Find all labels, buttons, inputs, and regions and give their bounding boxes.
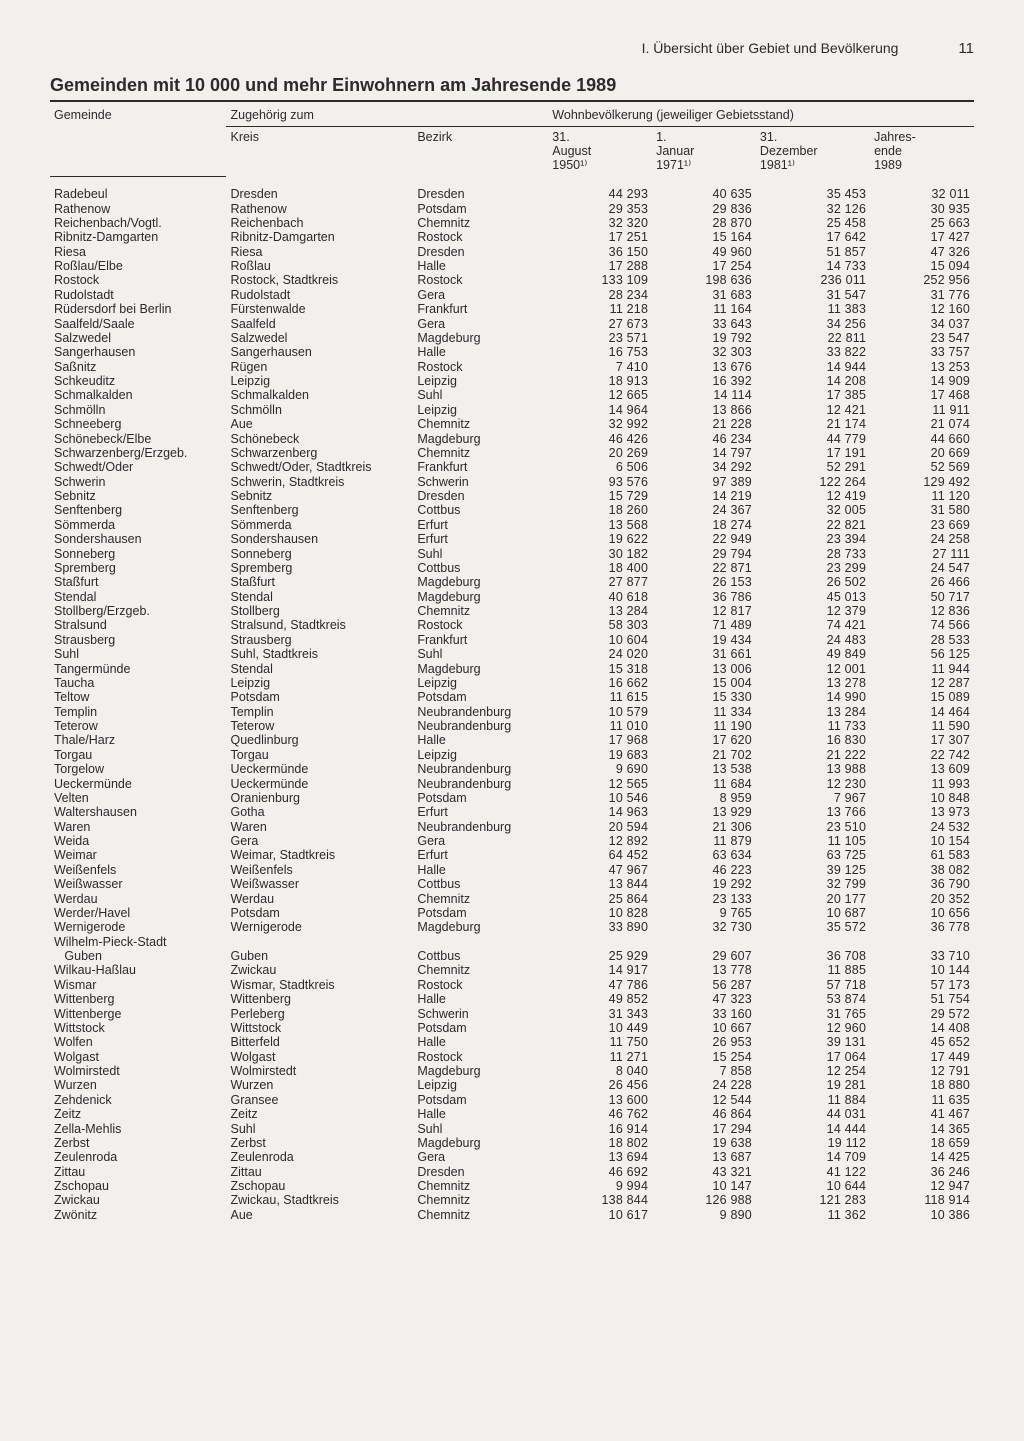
- table-row: Wilkau-HaßlauZwickauChemnitz14 91713 778…: [50, 963, 974, 977]
- running-head: I. Übersicht über Gebiet und Bevölkerung…: [50, 40, 974, 57]
- table-row: RadebeulDresdenDresden44 29340 63535 453…: [50, 187, 974, 201]
- table-row: GubenGubenCottbus25 92929 60736 70833 71…: [50, 949, 974, 963]
- top-rule: [50, 100, 974, 102]
- table-row: StrausbergStrausbergFrankfurt10 60419 43…: [50, 633, 974, 647]
- table-row: Werder/HavelPotsdamPotsdam10 8289 76510 …: [50, 906, 974, 920]
- table-row: SchwerinSchwerin, StadtkreisSchwerin93 5…: [50, 475, 974, 489]
- table-row: TauchaLeipzigLeipzig16 66215 00413 27812…: [50, 676, 974, 690]
- table-row: SangerhausenSangerhausenHalle16 75332 30…: [50, 345, 974, 359]
- table-row: WeidaGeraGera12 89211 87911 10510 154: [50, 834, 974, 848]
- table-row: SchmöllnSchmöllnLeipzig14 96413 86612 42…: [50, 403, 974, 417]
- table-row: Schönebeck/ElbeSchönebeckMagdeburg46 426…: [50, 432, 974, 446]
- col-gemeinde: Gemeinde: [50, 104, 226, 177]
- table-row: Stollberg/Erzgeb.StollbergChemnitz13 284…: [50, 604, 974, 618]
- table-row: TemplinTemplinNeubrandenburg10 57911 334…: [50, 705, 974, 719]
- table-row: WaltershausenGothaErfurt14 96313 92913 7…: [50, 805, 974, 819]
- page-title: Gemeinden mit 10 000 und mehr Einwohnern…: [50, 75, 974, 96]
- table-row: SondershausenSondershausenErfurt19 62222…: [50, 532, 974, 546]
- table-row: SuhlSuhl, StadtkreisSuhl24 02031 66149 8…: [50, 647, 974, 661]
- table-row: StralsundStralsund, StadtkreisRostock58 …: [50, 618, 974, 632]
- table-row: TangermündeStendalMagdeburg15 31813 0061…: [50, 662, 974, 676]
- table-row: StendalStendalMagdeburg40 61836 78645 01…: [50, 590, 974, 604]
- table-row: TorgelowUeckermündeNeubrandenburg9 69013…: [50, 762, 974, 776]
- table-row: ZittauZittauDresden46 69243 32141 12236 …: [50, 1165, 974, 1179]
- table-row: RostockRostock, StadtkreisRostock133 109…: [50, 273, 974, 287]
- col-1981: 31. Dezember 1981¹⁾: [756, 127, 870, 177]
- table-row: WeißenfelsWeißenfelsHalle47 96746 22339 …: [50, 863, 974, 877]
- table-row: StaßfurtStaßfurtMagdeburg27 87726 15326 …: [50, 575, 974, 589]
- table-row: SchmalkaldenSchmalkaldenSuhl12 66514 114…: [50, 388, 974, 402]
- table-row: Schwarzenberg/Erzgeb.SchwarzenbergChemni…: [50, 446, 974, 460]
- section-label: I. Übersicht über Gebiet und Bevölkerung: [642, 40, 899, 56]
- table-row: SalzwedelSalzwedelMagdeburg23 57119 7922…: [50, 331, 974, 345]
- page: I. Übersicht über Gebiet und Bevölkerung…: [0, 0, 1024, 1441]
- table-row: WeimarWeimar, StadtkreisErfurt64 45263 6…: [50, 848, 974, 862]
- table-row: SömmerdaSömmerdaErfurt13 56818 27422 821…: [50, 518, 974, 532]
- table-row: Ribnitz-DamgartenRibnitz-DamgartenRostoc…: [50, 230, 974, 244]
- header-row-1: Gemeinde Zugehörig zum Wohnbevölkerung (…: [50, 104, 974, 127]
- table-row: SonnebergSonnebergSuhl30 18229 79428 733…: [50, 547, 974, 561]
- table-row: TeltowPotsdamPotsdam11 61515 33014 99015…: [50, 690, 974, 704]
- col-kreis: Kreis: [226, 127, 413, 177]
- col-1989: Jahres- ende 1989: [870, 127, 974, 177]
- table-row: Zella-MehlisSuhlSuhl16 91417 29414 44414…: [50, 1122, 974, 1136]
- population-table: Gemeinde Zugehörig zum Wohnbevölkerung (…: [50, 104, 974, 1222]
- table-row: SenftenbergSenftenbergCottbus18 26024 36…: [50, 503, 974, 517]
- table-row: ZschopauZschopauChemnitz9 99410 14710 64…: [50, 1179, 974, 1193]
- table-row: WarenWarenNeubrandenburg20 59421 30623 5…: [50, 820, 974, 834]
- table-row: SchkeuditzLeipzigLeipzig18 91316 39214 2…: [50, 374, 974, 388]
- table-row: ZwönitzAueChemnitz10 6179 89011 36210 38…: [50, 1208, 974, 1222]
- table-row: Saalfeld/SaaleSaalfeldGera27 67333 64334…: [50, 317, 974, 331]
- table-row: VeltenOranienburgPotsdam10 5468 9597 967…: [50, 791, 974, 805]
- table-row: Schwedt/OderSchwedt/Oder, StadtkreisFran…: [50, 460, 974, 474]
- table-row: TorgauTorgauLeipzig19 68321 70221 22222 …: [50, 748, 974, 762]
- table-row: ZeitzZeitzHalle46 76246 86444 03141 467: [50, 1107, 974, 1121]
- table-row: TeterowTeterowNeubrandenburg11 01011 190…: [50, 719, 974, 733]
- table-row: Thale/HarzQuedlinburgHalle17 96817 62016…: [50, 733, 974, 747]
- table-row: WolfenBitterfeldHalle11 75026 95339 1314…: [50, 1035, 974, 1049]
- table-row: ZerbstZerbstMagdeburg18 80219 63819 1121…: [50, 1136, 974, 1150]
- table-row: WolmirstedtWolmirstedtMagdeburg8 0407 85…: [50, 1064, 974, 1078]
- table-row: WittenbergWittenbergHalle49 85247 32353 …: [50, 992, 974, 1006]
- table-row: SprembergSprembergCottbus18 40022 87123 …: [50, 561, 974, 575]
- table-row: ZeulenrodaZeulenrodaGera13 69413 68714 7…: [50, 1150, 974, 1164]
- table-row: WurzenWurzenLeipzig26 45624 22819 28118 …: [50, 1078, 974, 1092]
- table-row: Rüdersdorf bei BerlinFürstenwaldeFrankfu…: [50, 302, 974, 316]
- table-row: ZehdenickGranseePotsdam13 60012 54411 88…: [50, 1093, 974, 1107]
- table-row: WittstockWittstockPotsdam10 44910 66712 …: [50, 1021, 974, 1035]
- table-row: RathenowRathenowPotsdam29 35329 83632 12…: [50, 202, 974, 216]
- table-row: WernigerodeWernigerodeMagdeburg33 89032 …: [50, 920, 974, 934]
- table-row: WittenbergePerlebergSchwerin31 34333 160…: [50, 1007, 974, 1021]
- table-row: Roßlau/ElbeRoßlauHalle17 28817 25414 733…: [50, 259, 974, 273]
- table-row: WerdauWerdauChemnitz25 86423 13320 17720…: [50, 892, 974, 906]
- table-row: WolgastWolgastRostock11 27115 25417 0641…: [50, 1050, 974, 1064]
- col-1950: 31. August 1950¹⁾: [548, 127, 652, 177]
- page-number: 11: [958, 40, 974, 57]
- table-row: ZwickauZwickau, StadtkreisChemnitz138 84…: [50, 1193, 974, 1207]
- table-row: SchneebergAueChemnitz32 99221 22821 1742…: [50, 417, 974, 431]
- table-row: Reichenbach/Vogtl.ReichenbachChemnitz32 …: [50, 216, 974, 230]
- table-row: RudolstadtRudolstadtGera28 23431 68331 5…: [50, 288, 974, 302]
- table-row: WeißwasserWeißwasserCottbus13 84419 2923…: [50, 877, 974, 891]
- col-1971: 1. Januar 1971¹⁾: [652, 127, 756, 177]
- table-row: UeckermündeUeckermündeNeubrandenburg12 5…: [50, 777, 974, 791]
- table-row: SebnitzSebnitzDresden15 72914 21912 4191…: [50, 489, 974, 503]
- table-row: SaßnitzRügenRostock7 41013 67614 94413 2…: [50, 360, 974, 374]
- table-row: WismarWismar, StadtkreisRostock47 78656 …: [50, 978, 974, 992]
- col-bezirk: Bezirk: [413, 127, 548, 177]
- table-row: Wilhelm-Pieck-Stadt: [50, 935, 974, 949]
- col-wohnbev: Wohnbevölkerung (jeweiliger Gebietsstand…: [548, 104, 974, 127]
- col-zugehoerig: Zugehörig zum: [226, 104, 548, 127]
- table-row: RiesaRiesaDresden36 15049 96051 85747 32…: [50, 245, 974, 259]
